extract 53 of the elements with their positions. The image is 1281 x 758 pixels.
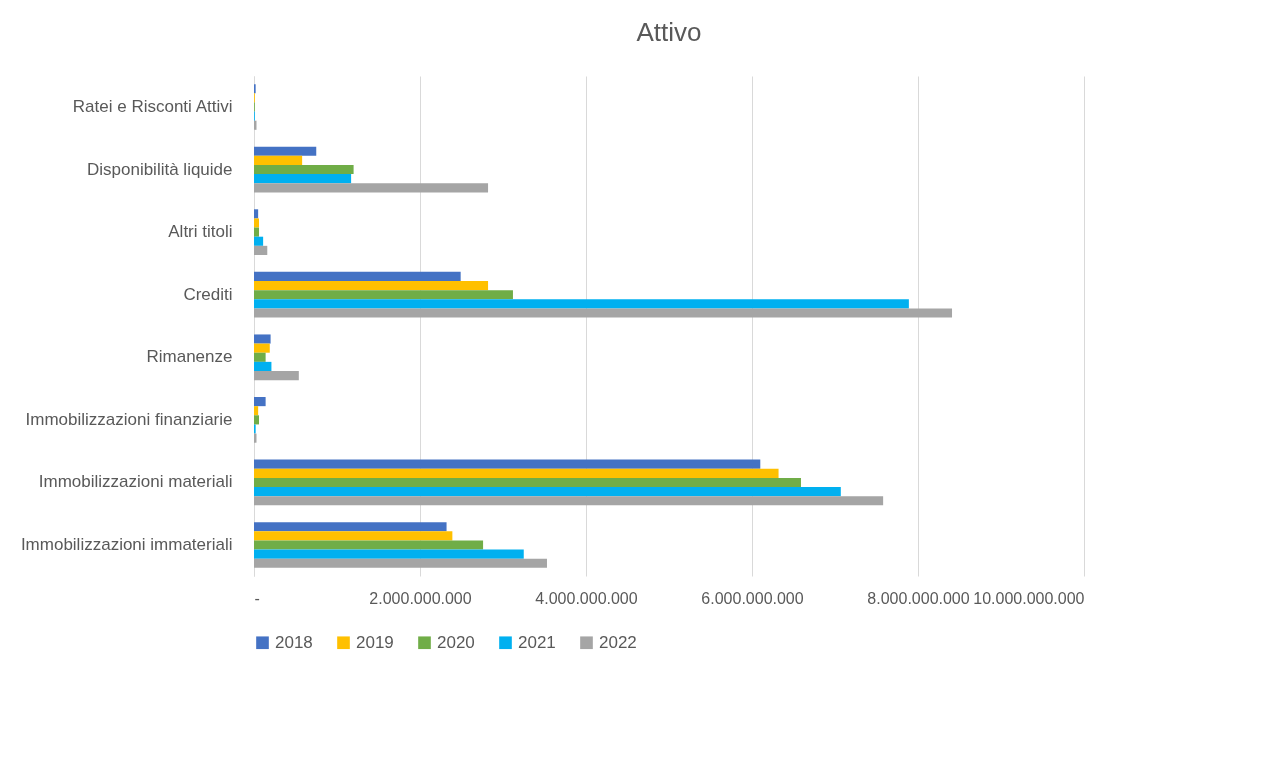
bar [254,299,909,309]
bar [254,477,801,488]
bar [254,459,761,469]
bar [254,146,317,156]
x-tick-label: 10.000.000.000 [973,589,1085,607]
bar [254,343,270,353]
bar [254,370,299,381]
x-tick-label: 4.000.000.000 [535,589,638,607]
legend-label: 2020 [437,632,475,652]
bar [254,540,484,550]
bar [254,468,779,478]
y-tick-label: Disponibilità liquide [86,159,233,179]
bar [254,352,266,362]
legend-label: 2019 [356,632,394,652]
bar [254,531,453,541]
bar [254,236,264,246]
bar [254,155,303,165]
y-tick-label: Rimanenze [146,347,233,367]
y-tick-label: Altri titoli [168,222,233,242]
bar [254,308,953,318]
x-tick-label: 6.000.000.000 [701,589,804,607]
bar [254,164,354,175]
legend-label: 2021 [518,632,556,652]
legend-label: 2022 [599,632,637,652]
bar [254,522,447,532]
bar [254,174,352,184]
x-tick-label: - [254,589,260,607]
bar [254,361,272,371]
bar [254,245,268,255]
bar [254,281,489,291]
bar [254,415,259,425]
y-tick-label: Crediti [183,284,233,304]
y-tick-label: Immobilizzazioni materiali [38,472,233,492]
bar [254,496,884,506]
bar [254,227,259,237]
legend-label: 2018 [275,632,313,652]
bar [254,183,489,193]
bar [254,549,524,559]
bar [254,406,259,416]
bar [254,558,547,568]
bar [254,290,513,300]
y-tick-label: Immobilizzazioni finanziarie [25,409,233,429]
bar [254,487,841,497]
x-tick-label: 2.000.000.000 [369,589,472,607]
y-tick-label: Immobilizzazioni immateriali [20,535,233,555]
x-tick-label: 8.000.000.000 [867,589,970,607]
bar [254,209,259,219]
bar [254,397,266,407]
bar [254,218,259,228]
bar [254,334,271,344]
chart-title: Attivo [636,17,702,47]
bar [254,271,461,282]
y-tick-label: Ratei e Risconti Attivi [72,96,233,116]
